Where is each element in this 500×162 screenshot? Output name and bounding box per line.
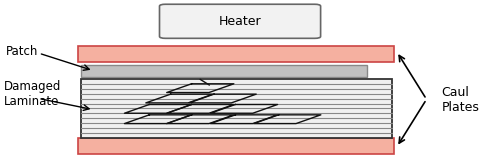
Bar <box>78 46 394 62</box>
Text: Caul
Plates: Caul Plates <box>442 86 480 114</box>
Text: Heater: Heater <box>218 15 262 28</box>
Bar <box>81 65 367 77</box>
FancyBboxPatch shape <box>160 4 320 38</box>
Text: Patch: Patch <box>6 45 38 58</box>
Bar <box>81 79 392 138</box>
Text: Damaged
Laminate: Damaged Laminate <box>4 80 61 108</box>
Bar <box>78 138 394 154</box>
